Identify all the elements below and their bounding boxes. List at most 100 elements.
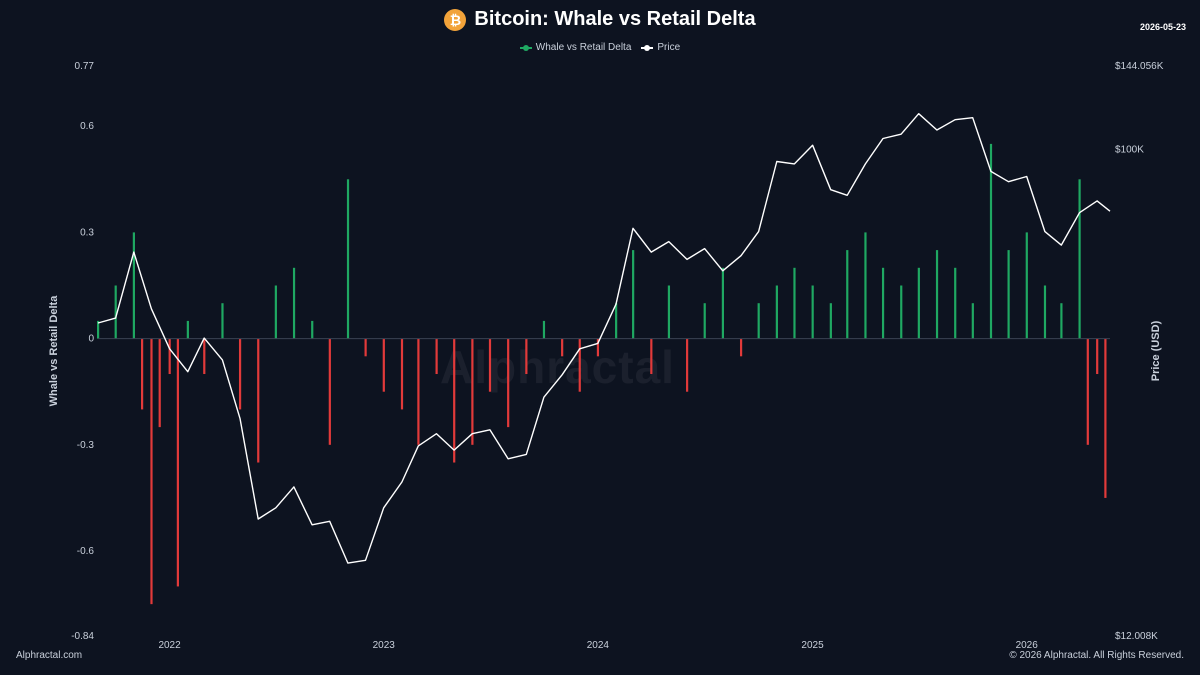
- delta-bar: [400, 338, 404, 410]
- x-tick-label: 2026: [1016, 640, 1039, 651]
- delta-bar: [632, 250, 635, 339]
- delta-bar: [364, 338, 367, 357]
- delta-bar: [578, 338, 581, 392]
- delta-bar: [686, 338, 689, 392]
- watermark: Alphractal: [440, 341, 675, 393]
- x-axis: 2022 2023 2024 2025 2026: [158, 640, 1038, 651]
- delta-bar: [132, 232, 135, 339]
- delta-bar: [811, 285, 814, 339]
- y-tick-label: -0.3: [77, 440, 95, 451]
- y-tick-label: 0.77: [75, 61, 95, 72]
- delta-bar: [114, 285, 117, 339]
- price-line-group: [97, 112, 1111, 564]
- delta-bar: [917, 267, 920, 339]
- y2-axis-title: Price (USD): [1150, 320, 1162, 381]
- delta-bar: [1096, 338, 1099, 375]
- y-tick-label: 0.6: [80, 121, 94, 132]
- delta-bar: [97, 320, 100, 339]
- delta-bar: [1043, 285, 1047, 339]
- delta-bar: [757, 303, 760, 339]
- delta-bar: [507, 338, 510, 428]
- delta-bar: [150, 338, 153, 605]
- delta-bar: [596, 338, 600, 357]
- delta-bar: [435, 338, 438, 375]
- delta-bar: [311, 320, 314, 339]
- y-tick-label: -0.84: [71, 631, 94, 642]
- delta-bar: [703, 303, 706, 339]
- y-tick-label: -0.6: [77, 546, 95, 557]
- chart-legend: Whale vs Retail Delta Price: [0, 42, 1200, 53]
- delta-bar: [158, 338, 161, 428]
- delta-bar: [793, 267, 796, 339]
- delta-bar: [221, 303, 224, 339]
- delta-bar: [274, 285, 277, 339]
- left-axis: 0.77 0.6 0.3 0 -0.3 -0.6 -0.84: [71, 61, 94, 642]
- x-tick-label: 2023: [373, 640, 396, 651]
- delta-bar: [881, 267, 885, 339]
- legend-label-delta: Whale vs Retail Delta: [535, 42, 632, 53]
- delta-bar: [1007, 250, 1010, 339]
- delta-bars: [97, 143, 1107, 605]
- delta-bar: [650, 338, 653, 375]
- delta-bar: [1086, 338, 1089, 445]
- delta-bar: [525, 338, 528, 375]
- delta-bar: [471, 338, 474, 445]
- right-axis: $144.056K $100K $12.008K: [1115, 61, 1164, 642]
- y-tick-label: 0.3: [80, 227, 94, 238]
- legend-label-price: Price: [657, 42, 681, 53]
- delta-bar: [900, 285, 903, 339]
- delta-bar: [615, 303, 618, 339]
- x-tick-label: 2025: [801, 640, 824, 651]
- delta-bar: [292, 267, 296, 339]
- delta-bar: [346, 179, 350, 339]
- y2-tick-label: $12.008K: [1115, 631, 1158, 642]
- legend-item-delta[interactable]: Whale vs Retail Delta: [519, 42, 632, 53]
- x-tick-label: 2024: [587, 640, 610, 651]
- delta-bar: [935, 250, 939, 339]
- delta-bar: [846, 250, 849, 339]
- delta-bar: [721, 267, 724, 339]
- chart-title: Bitcoin: Whale vs Retail Delta: [474, 8, 756, 30]
- delta-bar: [561, 338, 564, 357]
- delta-bar: [488, 338, 492, 392]
- delta-bar: [971, 303, 974, 339]
- delta-bar: [382, 338, 385, 392]
- delta-bar: [141, 338, 144, 410]
- delta-bar: [203, 338, 206, 375]
- y2-tick-label: $100K: [1115, 145, 1144, 156]
- delta-bar: [954, 267, 957, 339]
- footer-copyright: © 2026 Alphractal. All Rights Reserved.: [1009, 650, 1184, 661]
- y2-tick-label: $144.056K: [1115, 61, 1164, 72]
- legend-swatch-delta: [519, 44, 532, 51]
- delta-bar: [453, 338, 456, 463]
- delta-bar: [1078, 179, 1081, 339]
- delta-bar: [238, 338, 242, 410]
- delta-bar: [864, 232, 867, 339]
- y-axis-title: Whale vs Retail Delta: [48, 295, 60, 407]
- delta-bar: [1060, 303, 1063, 339]
- legend-item-price[interactable]: Price: [641, 42, 680, 53]
- delta-bar: [1025, 232, 1028, 339]
- delta-bar: [186, 320, 189, 339]
- bitcoin-icon: ₿: [444, 8, 467, 31]
- delta-bar: [667, 285, 671, 339]
- delta-bar: [328, 338, 331, 445]
- delta-bar: [739, 338, 743, 357]
- chart-date: 2026-05-23: [1139, 22, 1186, 32]
- delta-bar: [417, 338, 420, 445]
- delta-bar: [1104, 338, 1107, 498]
- y-tick-label: 0: [88, 334, 94, 345]
- x-tick-label: 2022: [158, 640, 181, 651]
- chart-header: ₿ Bitcoin: Whale vs Retail Delta: [0, 8, 1200, 31]
- legend-swatch-price: [641, 44, 654, 51]
- delta-bar: [542, 320, 546, 339]
- delta-bar: [168, 338, 171, 375]
- delta-bar: [176, 338, 179, 587]
- price-line: [97, 112, 1111, 564]
- footer-source: Alphractal.com: [16, 650, 83, 661]
- delta-bar: [989, 143, 993, 339]
- delta-bar: [257, 338, 260, 463]
- delta-bar: [775, 285, 778, 339]
